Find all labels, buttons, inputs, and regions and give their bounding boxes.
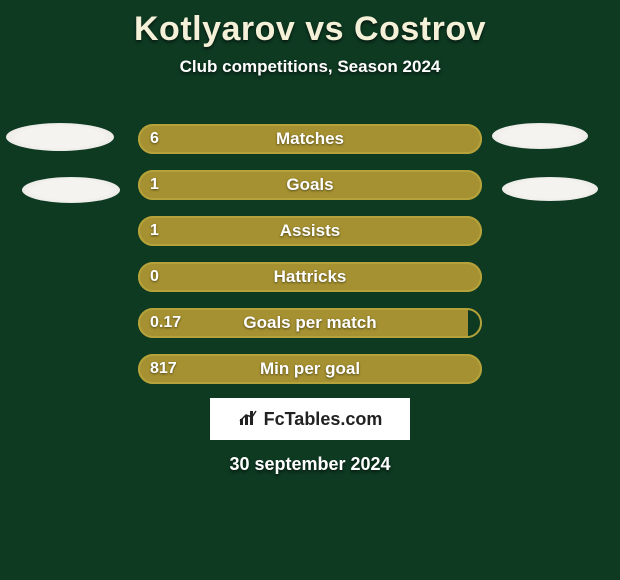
- site-logo-text: FcTables.com: [264, 409, 383, 430]
- site-logo: FcTables.com: [210, 398, 410, 440]
- stat-label: Min per goal: [138, 354, 482, 384]
- stat-bar: 1Goals: [138, 170, 482, 200]
- stat-row: 0.17Goals per match: [0, 308, 620, 354]
- chart-icon: [238, 409, 258, 430]
- stat-label: Matches: [138, 124, 482, 154]
- stat-row: 1Goals: [0, 170, 620, 216]
- stat-bar: 1Assists: [138, 216, 482, 246]
- page-title: Kotlyarov vs Costrov: [0, 0, 620, 49]
- stat-label: Hattricks: [138, 262, 482, 292]
- stat-rows: 6Matches 1Goals 1Assists 0Hattricks 0.17Goal…: [0, 124, 620, 400]
- stat-row: 817Min per goal: [0, 354, 620, 400]
- stat-row: 1Assists: [0, 216, 620, 262]
- stat-label: Assists: [138, 216, 482, 246]
- stat-bar: 0.17Goals per match: [138, 308, 482, 338]
- stat-bar: 817Min per goal: [138, 354, 482, 384]
- stat-label: Goals: [138, 170, 482, 200]
- infographic: Kotlyarov vs Costrov Club competitions, …: [0, 0, 620, 580]
- stat-bar: 0Hattricks: [138, 262, 482, 292]
- stat-row: 0Hattricks: [0, 262, 620, 308]
- page-subtitle: Club competitions, Season 2024: [0, 57, 620, 77]
- date-label: 30 september 2024: [0, 454, 620, 475]
- stat-row: 6Matches: [0, 124, 620, 170]
- stat-label: Goals per match: [138, 308, 482, 338]
- stat-bar: 6Matches: [138, 124, 482, 154]
